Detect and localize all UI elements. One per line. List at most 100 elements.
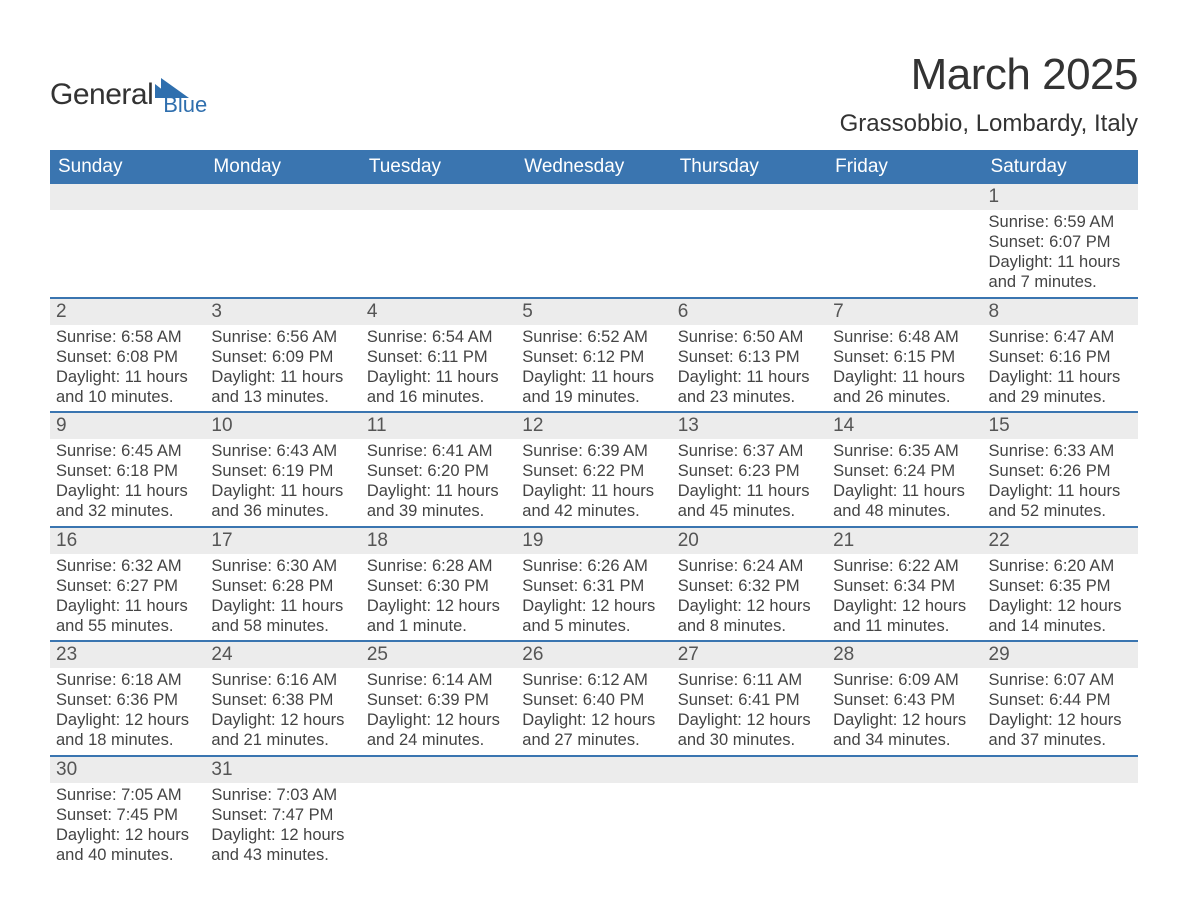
- day-detail-cell: [516, 783, 671, 870]
- day-detail-cell: Sunrise: 6:18 AMSunset: 6:36 PMDaylight:…: [50, 668, 205, 756]
- day-number-cell: [205, 184, 360, 210]
- day-number-cell: 29: [983, 641, 1138, 668]
- day-detail-cell: Sunrise: 6:47 AMSunset: 6:16 PMDaylight:…: [983, 325, 1138, 413]
- day-detail-cell: Sunrise: 6:54 AMSunset: 6:11 PMDaylight:…: [361, 325, 516, 413]
- day-number-cell: 23: [50, 641, 205, 668]
- day-detail-row: Sunrise: 6:45 AMSunset: 6:18 PMDaylight:…: [50, 439, 1138, 527]
- day-detail-row: Sunrise: 6:58 AMSunset: 6:08 PMDaylight:…: [50, 325, 1138, 413]
- day-number-cell: 19: [516, 527, 671, 554]
- day-number-cell: 7: [827, 298, 982, 325]
- day-number-cell: [50, 184, 205, 210]
- location-text: Grassobbio, Lombardy, Italy: [840, 110, 1138, 138]
- day-number-cell: 1: [983, 184, 1138, 210]
- day-number-row: 16171819202122: [50, 527, 1138, 554]
- day-detail-cell: Sunrise: 7:05 AMSunset: 7:45 PMDaylight:…: [50, 783, 205, 870]
- day-detail-cell: [672, 783, 827, 870]
- day-detail-row: Sunrise: 6:32 AMSunset: 6:27 PMDaylight:…: [50, 554, 1138, 642]
- day-detail-cell: [205, 210, 360, 298]
- day-detail-cell: Sunrise: 6:26 AMSunset: 6:31 PMDaylight:…: [516, 554, 671, 642]
- brand-logo: General Blue: [50, 50, 207, 118]
- day-detail-cell: Sunrise: 6:33 AMSunset: 6:26 PMDaylight:…: [983, 439, 1138, 527]
- day-detail-cell: Sunrise: 6:59 AMSunset: 6:07 PMDaylight:…: [983, 210, 1138, 298]
- day-number-cell: 9: [50, 412, 205, 439]
- day-detail-cell: Sunrise: 7:03 AMSunset: 7:47 PMDaylight:…: [205, 783, 360, 870]
- day-detail-cell: [827, 210, 982, 298]
- day-detail-cell: [361, 210, 516, 298]
- day-detail-cell: Sunrise: 6:14 AMSunset: 6:39 PMDaylight:…: [361, 668, 516, 756]
- day-detail-cell: Sunrise: 6:50 AMSunset: 6:13 PMDaylight:…: [672, 325, 827, 413]
- day-number-cell: 5: [516, 298, 671, 325]
- day-header: Thursday: [672, 150, 827, 184]
- day-number-row: 9101112131415: [50, 412, 1138, 439]
- day-detail-cell: [672, 210, 827, 298]
- calendar-header: SundayMondayTuesdayWednesdayThursdayFrid…: [50, 150, 1138, 184]
- calendar-body: 1Sunrise: 6:59 AMSunset: 6:07 PMDaylight…: [50, 184, 1138, 869]
- day-number-cell: 4: [361, 298, 516, 325]
- day-number-cell: [361, 756, 516, 783]
- page-title: March 2025: [840, 50, 1138, 100]
- day-detail-cell: Sunrise: 6:07 AMSunset: 6:44 PMDaylight:…: [983, 668, 1138, 756]
- day-detail-cell: Sunrise: 6:39 AMSunset: 6:22 PMDaylight:…: [516, 439, 671, 527]
- day-number-cell: 21: [827, 527, 982, 554]
- day-detail-cell: Sunrise: 6:24 AMSunset: 6:32 PMDaylight:…: [672, 554, 827, 642]
- day-detail-cell: Sunrise: 6:20 AMSunset: 6:35 PMDaylight:…: [983, 554, 1138, 642]
- day-number-row: 23242526272829: [50, 641, 1138, 668]
- day-header: Tuesday: [361, 150, 516, 184]
- day-detail-cell: Sunrise: 6:35 AMSunset: 6:24 PMDaylight:…: [827, 439, 982, 527]
- day-detail-cell: Sunrise: 6:30 AMSunset: 6:28 PMDaylight:…: [205, 554, 360, 642]
- day-detail-cell: Sunrise: 6:16 AMSunset: 6:38 PMDaylight:…: [205, 668, 360, 756]
- day-number-cell: 2: [50, 298, 205, 325]
- day-detail-cell: Sunrise: 6:56 AMSunset: 6:09 PMDaylight:…: [205, 325, 360, 413]
- day-detail-cell: Sunrise: 6:45 AMSunset: 6:18 PMDaylight:…: [50, 439, 205, 527]
- day-number-cell: 8: [983, 298, 1138, 325]
- day-number-cell: 15: [983, 412, 1138, 439]
- day-number-cell: 13: [672, 412, 827, 439]
- day-detail-cell: Sunrise: 6:12 AMSunset: 6:40 PMDaylight:…: [516, 668, 671, 756]
- day-number-row: 1: [50, 184, 1138, 210]
- day-detail-cell: [983, 783, 1138, 870]
- day-number-cell: [516, 756, 671, 783]
- day-number-cell: [361, 184, 516, 210]
- day-detail-row: Sunrise: 7:05 AMSunset: 7:45 PMDaylight:…: [50, 783, 1138, 870]
- day-detail-cell: [516, 210, 671, 298]
- day-detail-cell: Sunrise: 6:28 AMSunset: 6:30 PMDaylight:…: [361, 554, 516, 642]
- day-number-cell: 16: [50, 527, 205, 554]
- day-number-cell: [672, 184, 827, 210]
- day-detail-cell: [827, 783, 982, 870]
- day-number-cell: 12: [516, 412, 671, 439]
- day-detail-cell: Sunrise: 6:09 AMSunset: 6:43 PMDaylight:…: [827, 668, 982, 756]
- day-number-cell: 25: [361, 641, 516, 668]
- day-detail-row: Sunrise: 6:59 AMSunset: 6:07 PMDaylight:…: [50, 210, 1138, 298]
- day-detail-cell: Sunrise: 6:37 AMSunset: 6:23 PMDaylight:…: [672, 439, 827, 527]
- day-detail-cell: [50, 210, 205, 298]
- day-detail-cell: Sunrise: 6:43 AMSunset: 6:19 PMDaylight:…: [205, 439, 360, 527]
- day-number-cell: 31: [205, 756, 360, 783]
- day-header: Saturday: [983, 150, 1138, 184]
- day-header: Monday: [205, 150, 360, 184]
- day-number-cell: 28: [827, 641, 982, 668]
- header-region: General Blue March 2025 Grassobbio, Lomb…: [50, 50, 1138, 144]
- calendar-table: SundayMondayTuesdayWednesdayThursdayFrid…: [50, 150, 1138, 869]
- day-number-cell: [827, 184, 982, 210]
- day-detail-cell: Sunrise: 6:11 AMSunset: 6:41 PMDaylight:…: [672, 668, 827, 756]
- day-detail-row: Sunrise: 6:18 AMSunset: 6:36 PMDaylight:…: [50, 668, 1138, 756]
- day-number-row: 3031: [50, 756, 1138, 783]
- day-number-cell: 18: [361, 527, 516, 554]
- day-detail-cell: Sunrise: 6:32 AMSunset: 6:27 PMDaylight:…: [50, 554, 205, 642]
- day-number-cell: 3: [205, 298, 360, 325]
- day-header: Sunday: [50, 150, 205, 184]
- day-number-cell: 24: [205, 641, 360, 668]
- day-number-cell: 17: [205, 527, 360, 554]
- day-number-cell: [672, 756, 827, 783]
- day-number-cell: [516, 184, 671, 210]
- brand-word2: Blue: [163, 92, 207, 118]
- brand-word1: General: [50, 78, 153, 112]
- day-number-cell: 11: [361, 412, 516, 439]
- day-header: Friday: [827, 150, 982, 184]
- day-detail-cell: Sunrise: 6:41 AMSunset: 6:20 PMDaylight:…: [361, 439, 516, 527]
- day-number-cell: 22: [983, 527, 1138, 554]
- day-detail-cell: [361, 783, 516, 870]
- day-number-cell: [827, 756, 982, 783]
- day-number-cell: 6: [672, 298, 827, 325]
- title-block: March 2025 Grassobbio, Lombardy, Italy: [840, 50, 1138, 144]
